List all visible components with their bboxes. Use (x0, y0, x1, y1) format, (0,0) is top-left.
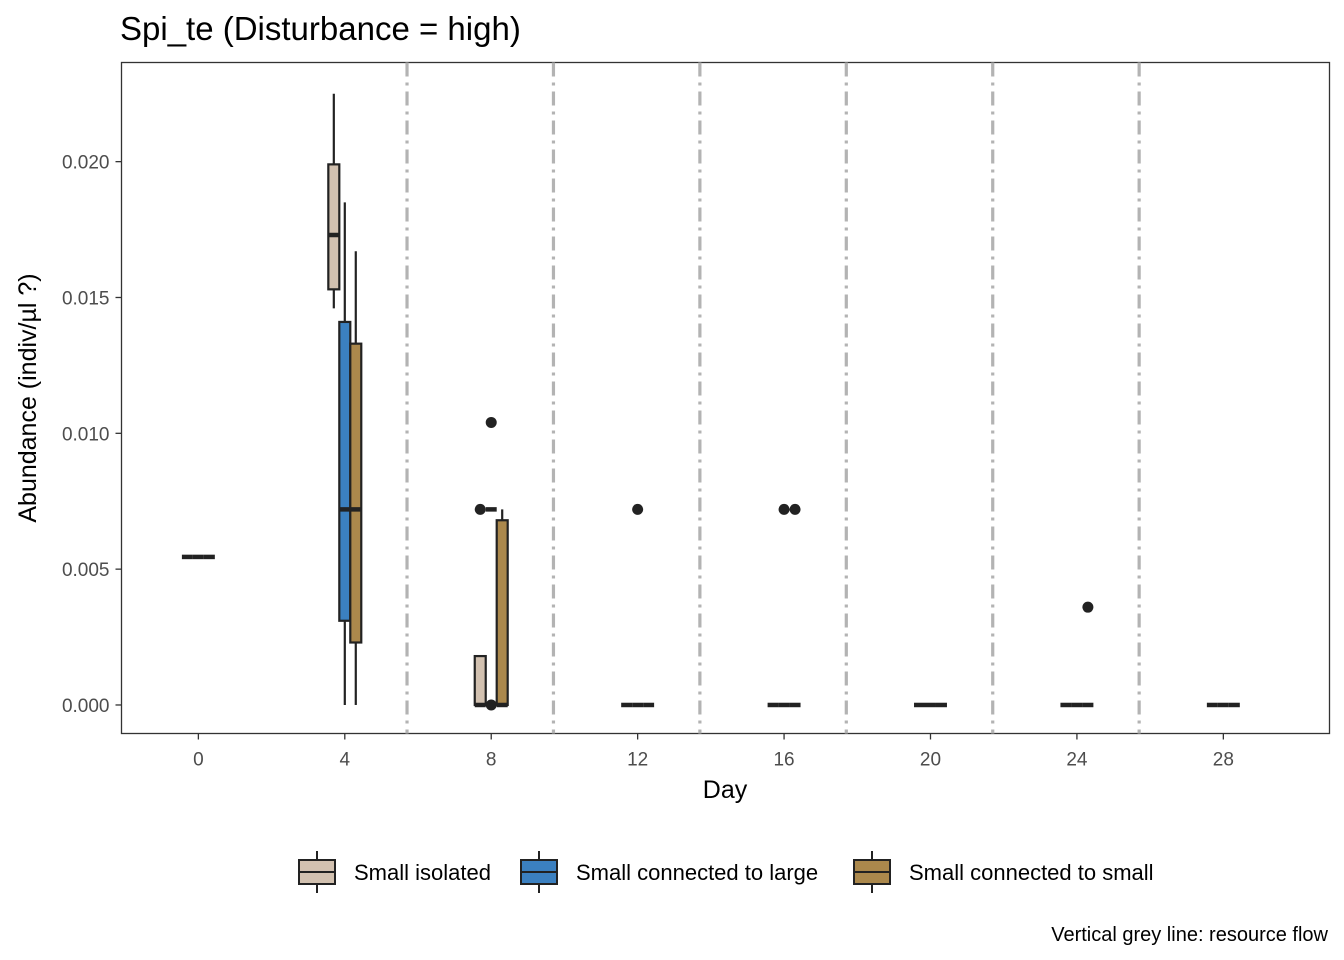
y-tick-label: 0.005 (62, 560, 110, 581)
outlier-point (1082, 601, 1094, 613)
outlier-point (789, 503, 801, 515)
chart-title: Spi_te (Disturbance = high) (120, 10, 521, 47)
legend: Small isolated Small connected to large Sm… (298, 851, 1154, 893)
y-axis: 0.000 0.005 0.010 0.015 0.020 (62, 153, 122, 717)
x-tick-label: 0 (193, 750, 204, 771)
legend-label: Small isolated (354, 860, 491, 885)
x-tick-label: 16 (773, 750, 794, 771)
y-axis-title: Abundance (indiv/µl ?) (14, 273, 42, 522)
x-tick-label: 20 (920, 750, 941, 771)
y-tick-label: 0.010 (62, 424, 110, 445)
outlier-point (778, 503, 790, 515)
x-axis: 0 4 8 12 16 20 24 28 (193, 733, 1234, 771)
outlier-point (485, 699, 497, 711)
legend-label: Small connected to large (576, 860, 818, 885)
x-tick-label: 28 (1213, 750, 1234, 771)
outlier-point (474, 503, 486, 515)
x-tick-label: 8 (486, 750, 497, 771)
plot-panel (120, 61, 1331, 735)
y-tick-label: 0.000 (62, 696, 110, 717)
y-tick-label: 0.015 (62, 288, 110, 309)
x-axis-title: Day (703, 776, 748, 804)
resource-flow-lines (405, 62, 1141, 734)
box (495, 519, 509, 707)
box (327, 163, 341, 291)
x-tick-label: 24 (1066, 750, 1088, 771)
legend-label: Small connected to small (909, 860, 1154, 885)
x-tick-label: 12 (627, 750, 648, 771)
caption: Vertical grey line: resource flow (1051, 924, 1328, 946)
outlier-point (632, 503, 644, 515)
x-tick-label: 4 (340, 750, 351, 771)
outlier-point (485, 416, 497, 428)
box (473, 654, 487, 707)
boxplots (181, 93, 1240, 711)
y-tick-label: 0.020 (62, 153, 110, 174)
box (338, 320, 352, 622)
box (349, 342, 363, 644)
